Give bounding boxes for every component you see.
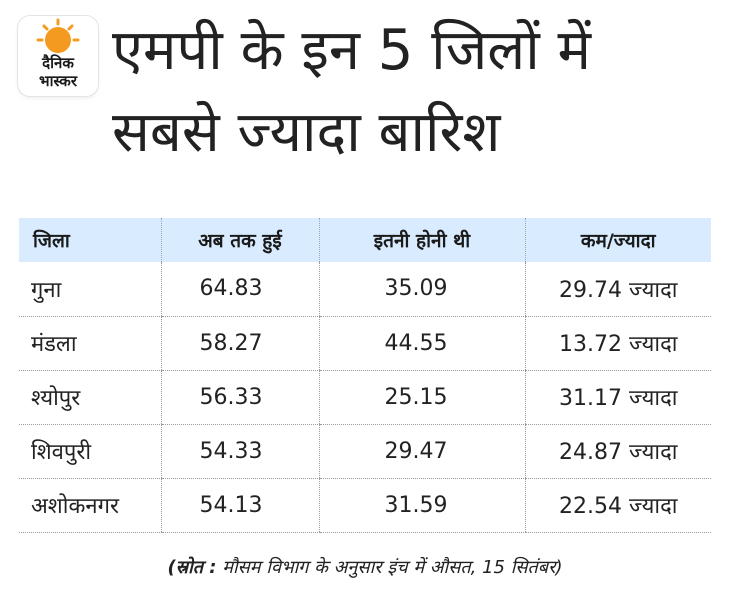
- sun-icon: दैनिक भास्कर: [36, 18, 80, 90]
- rainfall-table: जिला अब तक हुई इतनी होनी थी कम/ज्यादा गु…: [19, 218, 711, 533]
- diff-cell: 29.74 ज्यादा: [524, 262, 711, 317]
- district-cell: अशोकनगर: [19, 478, 161, 533]
- diff-cell: 22.54 ज्यादा: [524, 478, 711, 533]
- source-label: (स्रोत :: [167, 557, 217, 578]
- expected-cell: 31.59: [318, 478, 525, 533]
- dainik-bhaskar-logo: दैनिक भास्कर: [18, 16, 98, 96]
- actual-cell: 58.27: [160, 316, 319, 371]
- district-cell: शिवपुरी: [19, 424, 161, 479]
- table-row: शिवपुरी 54.33 29.47 24.87 ज्यादा: [19, 424, 711, 479]
- expected-cell: 44.55: [318, 316, 525, 371]
- district-cell: श्योपुर: [19, 370, 161, 425]
- table-row: श्योपुर 56.33 25.15 31.17 ज्यादा: [19, 370, 711, 425]
- table-row: मंडला 58.27 44.55 13.72 ज्यादा: [19, 316, 711, 371]
- table-row: गुना 64.83 35.09 29.74 ज्यादा: [19, 262, 711, 317]
- district-cell: गुना: [19, 262, 161, 317]
- logo-line1: दैनिक: [41, 54, 75, 72]
- actual-cell: 56.33: [160, 370, 319, 425]
- header-district: जिला: [33, 230, 70, 252]
- district-cell: मंडला: [19, 316, 161, 371]
- actual-cell: 64.83: [160, 262, 319, 317]
- actual-cell: 54.33: [160, 424, 319, 479]
- expected-cell: 25.15: [318, 370, 525, 425]
- expected-cell: 35.09: [318, 262, 525, 317]
- diff-cell: 24.87 ज्यादा: [524, 424, 711, 479]
- header-actual: अब तक हुई: [160, 218, 319, 262]
- diff-cell: 31.17 ज्यादा: [524, 370, 711, 425]
- expected-cell: 29.47: [318, 424, 525, 479]
- diff-cell: 13.72 ज्यादा: [524, 316, 711, 371]
- table-row: अशोकनगर 54.13 31.59 22.54 ज्यादा: [19, 478, 711, 533]
- logo-line2: भास्कर: [39, 72, 78, 90]
- table-header-row: जिला अब तक हुई इतनी होनी थी कम/ज्यादा: [19, 218, 711, 262]
- source-footnote: (स्रोत : मौसम विभाग के अनुसार इंच में औस…: [0, 555, 730, 579]
- page-title: एमपी के इन 5 जिलों में सबसे ज्यादा बारिश: [112, 18, 592, 165]
- header-expected: इतनी होनी थी: [318, 218, 525, 262]
- header-diff: कम/ज्यादा: [524, 218, 711, 262]
- actual-cell: 54.13: [160, 478, 319, 533]
- source-text: मौसम विभाग के अनुसार इंच में औसत, 15 सित…: [216, 557, 563, 578]
